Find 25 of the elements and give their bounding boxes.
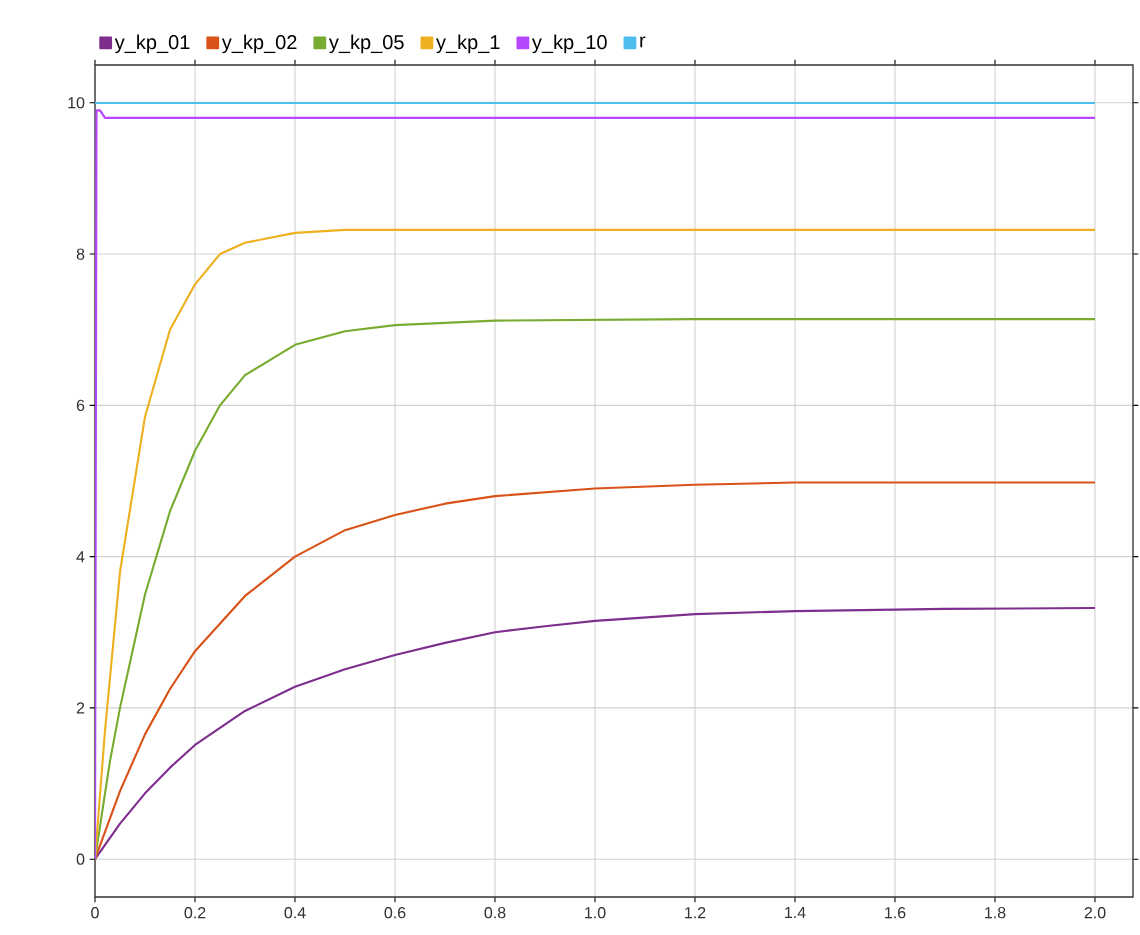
y-tick-label: 8 — [76, 248, 85, 260]
x-tick-label: 1.4 — [785, 907, 806, 919]
x-tick-label: 2.0 — [1084, 907, 1106, 919]
legend-label: y_kp_01 — [114, 34, 190, 54]
x-tick-label: 0.8 — [484, 907, 506, 919]
x-tick-label: 0.4 — [284, 907, 306, 919]
x-tick-label: 1.0 — [585, 907, 606, 919]
y-tick-label: 2 — [76, 702, 85, 714]
y-tick-label: 4 — [76, 551, 85, 563]
x-tick-label: 0.2 — [184, 907, 206, 919]
line-series — [95, 481, 1097, 861]
x-tick-label: 1.6 — [885, 907, 906, 919]
legend-label: y_kp_02 — [221, 34, 297, 54]
line-series — [95, 606, 1097, 861]
x-tick-label: 1.2 — [685, 907, 706, 919]
y-tick-label: 10 — [68, 97, 85, 109]
x-tick-label: 1.8 — [985, 907, 1006, 919]
y-tick-label: 0 — [76, 853, 85, 865]
y-tick-label: 6 — [76, 399, 85, 412]
legend-label: y_kp_10 — [531, 34, 607, 54]
x-tick-label: 0.6 — [384, 907, 406, 919]
legend-label: y_kp_1 — [436, 34, 500, 54]
legend-label: y_kp_05 — [328, 34, 404, 54]
x-tick-label: 0 — [91, 907, 99, 919]
legend-label: r — [640, 36, 646, 48]
